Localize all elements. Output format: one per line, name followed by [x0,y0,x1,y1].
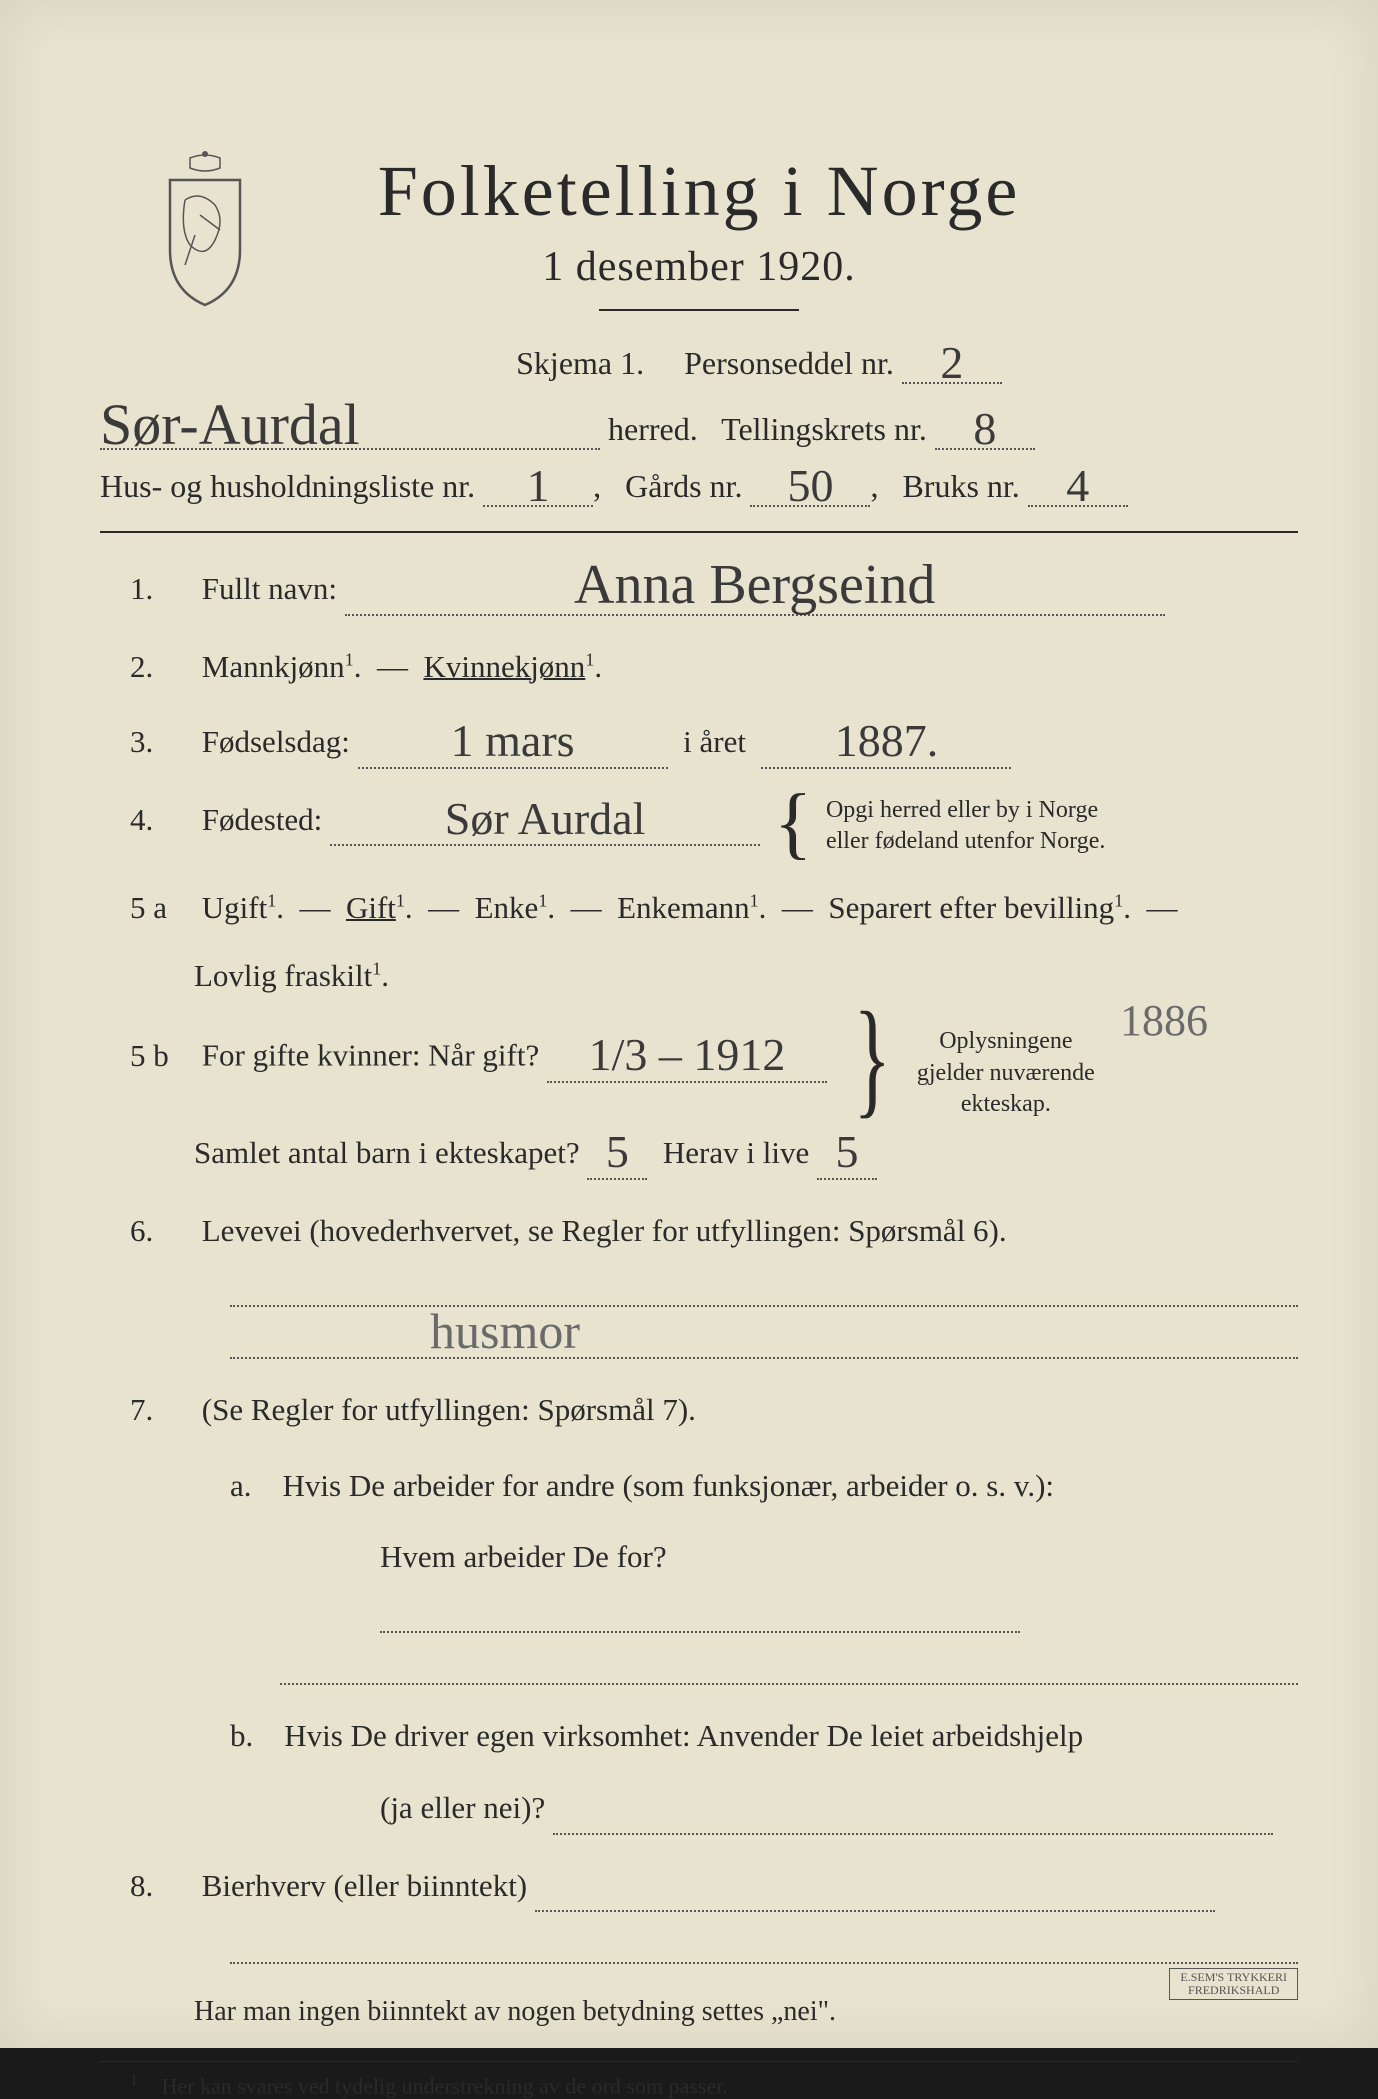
skjema-line: Skjema 1. Personseddel nr. 2 [220,341,1298,384]
q8-num: 8. [130,1861,194,1911]
brace-lg-icon: } [853,1026,890,1091]
q3-year: 1887. [835,723,939,760]
q5a-gift: Gift [346,890,396,925]
brace-icon: { [774,803,812,843]
q5b-row: 1886 5 b For gifte kvinner: Når gift? 1/… [100,1026,1298,1179]
q1-label: Fullt navn: [202,571,337,606]
q7b-text2: (ja eller nei)? [380,1790,545,1825]
q7-row: 7. (Se Regler for utfyllingen: Spørsmål … [100,1385,1298,1835]
q6-line2: husmor [230,1325,1298,1359]
header: Folketelling i Norge 1 desember 1920. [100,150,1298,311]
q4-label: Fødested: [202,802,323,837]
q4-value: Sør Aurdal [445,801,646,838]
herred-line: Sør-Aurdal herred. Tellingskrets nr. 8 [100,398,1298,450]
q8-blank [230,1930,1298,1964]
gards-label: Gårds nr. [625,468,742,504]
q7a-text1: Hvis De arbeider for andre (som funksjon… [283,1468,1055,1503]
q5a-num: 5 a [130,883,194,933]
q8-label: Bierhverv (eller biinntekt) [202,1868,527,1903]
q2-mann: Mannkjønn [202,649,345,684]
tellingskrets-nr: 8 [973,411,996,448]
crest-icon [150,150,260,310]
q1-row: 1. Fullt navn: Anna Bergseind [100,559,1298,616]
q2-kvinne: Kvinnekjønn [423,649,585,684]
q5b-aside3: ekteskap. [961,1091,1051,1117]
q5b-label1: For gifte kvinner: Når gift? [202,1038,539,1073]
hushold-nr: 1 [527,468,550,505]
q5b-margin-year: 1886 [1120,986,1208,1056]
q6-label: Levevei (hovederhvervet, se Regler for u… [202,1213,1007,1248]
q5a-enke: Enke [475,890,539,925]
q5a-separert: Separert efter bevilling [828,890,1114,925]
q6-num: 6. [130,1206,194,1256]
q2-row: 2. Mannkjønn1. — Kvinnekjønn1. [100,642,1298,692]
tellingskrets-label: Tellingskrets nr. [721,411,927,447]
closing-note: Har man ingen biinntekt av nogen betydni… [100,1990,1298,2035]
bruks-label: Bruks nr. [902,468,1019,504]
q5b-label2: Samlet antal barn i ekteskapet? [194,1135,580,1170]
q6-row: 6. Levevei (hovederhvervet, se Regler fo… [100,1206,1298,1360]
q4-aside: Opgi herred eller by i Norge eller fødel… [826,795,1105,857]
q5b-num: 5 b [130,1031,194,1081]
gards-nr: 50 [787,468,833,505]
q3-row: 3. Fødselsdag: 1 mars i året 1887. [100,717,1298,769]
q4-row: 4. Fødested: Sør Aurdal { Opgi herred el… [100,795,1298,857]
q5a-row: 5 a Ugift1. — Gift1. — Enke1. — Enkemann… [100,883,1298,1000]
q8-row: 8. Bierhverv (eller biinntekt) [100,1861,1298,1965]
q7-intro: (Se Regler for utfyllingen: Spørsmål 7). [202,1392,696,1427]
personseddel-nr: 2 [940,345,963,382]
page-date: 1 desember 1920. [100,243,1298,291]
herred-label: herred. [608,411,698,447]
q2-num: 2. [130,642,194,692]
q5b-aside: Oplysningene gjelder nuværende ekteskap. [917,1026,1095,1120]
q4-aside2: eller fødeland utenfor Norge. [826,828,1105,854]
q6-line1 [230,1273,1298,1307]
q3-yearlabel: i året [683,724,746,759]
footnote-num: 1 [130,2072,138,2089]
printer-stamp: E.SEM'S TRYKKERI FREDRIKSHALD [1169,1968,1298,2000]
q5a-ugift: Ugift [202,890,267,925]
herred-value: Sør-Aurdal [100,402,360,448]
footnote-divider [100,2061,1298,2062]
stamp-line2: FREDRIKSHALD [1188,1983,1279,1997]
census-form-page: Folketelling i Norge 1 desember 1920. Sk… [0,0,1378,2048]
q7b-text1: Hvis De driver egen virksomhet: Anvender… [284,1718,1083,1753]
footnote-text: Her kan svares ved tydelig understreknin… [162,2073,728,2098]
q3-num: 3. [130,717,194,767]
title-underline [599,309,799,311]
section-divider-1 [100,531,1298,533]
q7a-label: a. [230,1468,252,1503]
q1-value: Anna Bergseind [574,563,935,608]
stamp-line1: E.SEM'S TRYKKERI [1180,1970,1287,1984]
q5b-label3: Herav i live [663,1135,809,1170]
q5b-value3: 5 [835,1134,858,1171]
coat-of-arms [150,150,260,310]
q5a-enkemann: Enkemann [617,890,750,925]
q4-aside1: Opgi herred eller by i Norge [826,797,1098,823]
bruks-nr: 4 [1066,468,1089,505]
q7a-text2: Hvem arbeider De for? [380,1539,667,1574]
hushold-label: Hus- og husholdningsliste nr. [100,468,475,504]
q5b-aside1: Oplysningene [939,1028,1072,1054]
q7a-blank [280,1651,1298,1685]
q5b-value2: 5 [606,1134,629,1171]
page-title: Folketelling i Norge [100,150,1298,233]
q3-label: Fødselsdag: [202,724,350,759]
q6-value: husmor [430,1311,580,1351]
q1-num: 1. [130,564,194,614]
personseddel-label: Personseddel nr. [684,345,894,381]
q5a-fraskilt: Lovlig fraskilt [194,958,372,993]
hushold-line: Hus- og husholdningsliste nr. 1, Gårds n… [100,464,1298,507]
q7b-label: b. [230,1718,253,1753]
q5b-value1: 1/3 – 1912 [589,1037,786,1074]
skjema-label: Skjema 1. [516,345,644,381]
q4-num: 4. [130,795,194,845]
q7-num: 7. [130,1385,194,1435]
q5b-aside2: gjelder nuværende [917,1060,1095,1086]
footnote: 1 Her kan svares ved tydelig understrekn… [100,2072,1298,2099]
q3-day: 1 mars [451,723,575,760]
